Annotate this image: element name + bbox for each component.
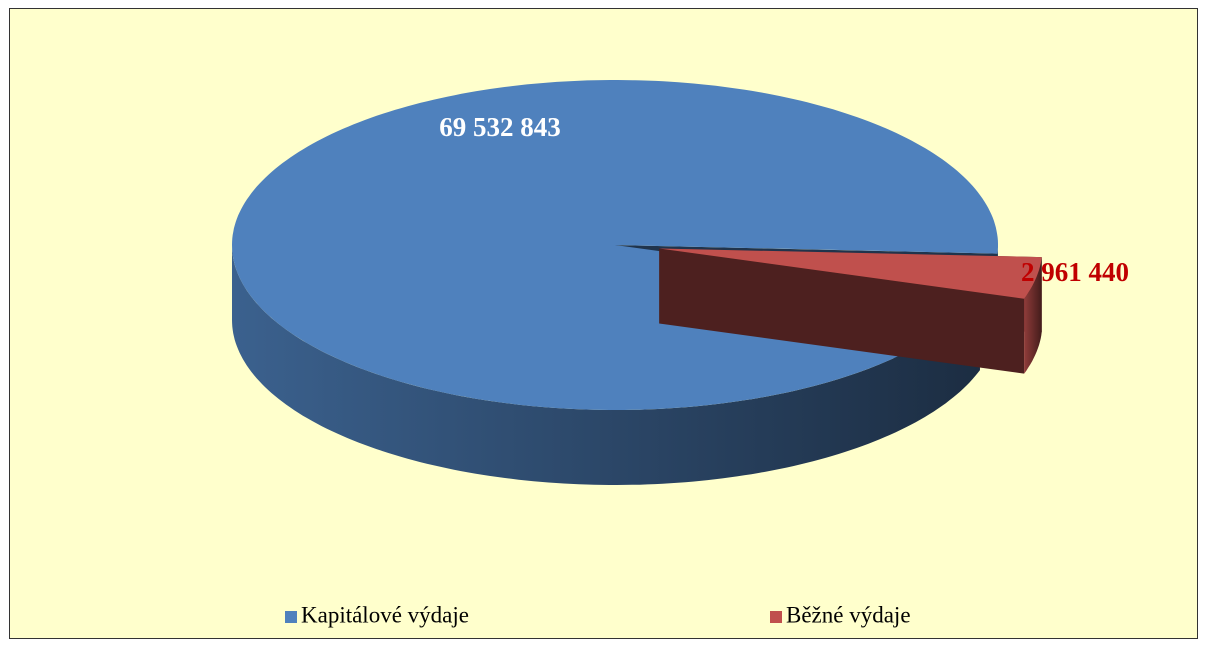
legend-swatch: [770, 611, 782, 623]
slice-wall: [1024, 257, 1042, 374]
slice-side: [659, 248, 1025, 374]
data-label: 2 961 440: [1021, 257, 1129, 287]
data-label: 69 532 843: [439, 112, 561, 142]
legend-swatch: [285, 611, 297, 623]
slice-wall: [232, 245, 980, 485]
slice: [659, 248, 1042, 299]
legend-label: Kapitálové výdaje: [301, 602, 469, 627]
legend: Kapitálové výdaje Běžné výdaje: [285, 602, 911, 627]
legend-label: Běžné výdaje: [786, 602, 911, 627]
slice: [232, 80, 998, 410]
pie: [232, 80, 1042, 485]
labels: 69 532 843 2 961 440: [439, 112, 1129, 287]
